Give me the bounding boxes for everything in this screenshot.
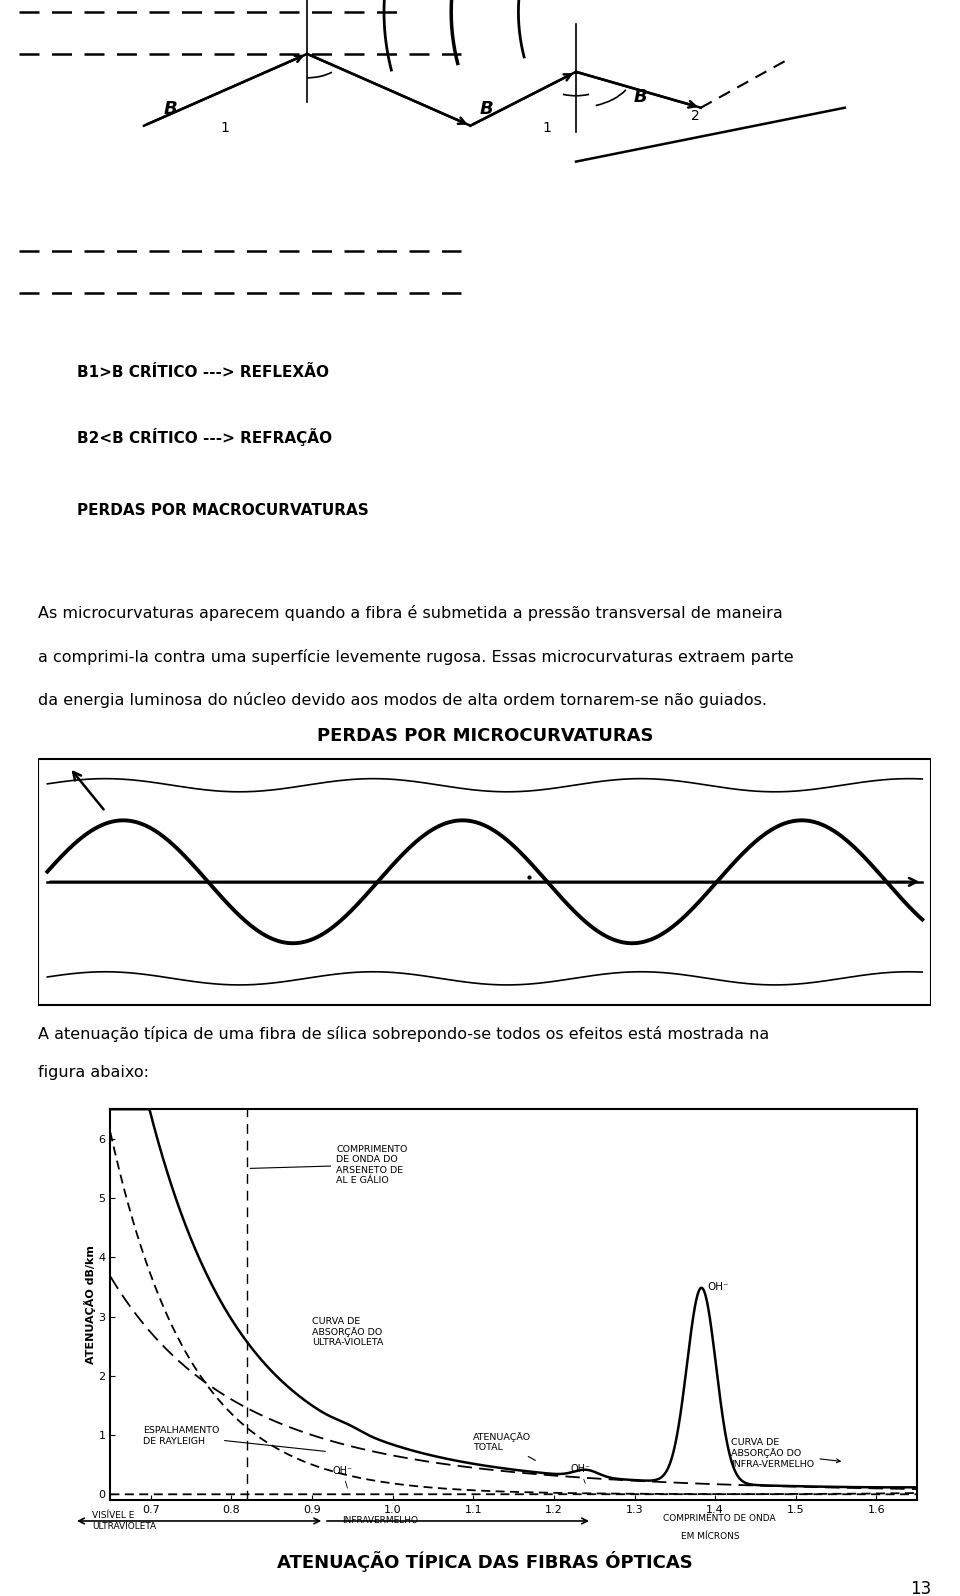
Text: CURVA DE
ABSORÇÃO DO
ULTRA-VIOLETA: CURVA DE ABSORÇÃO DO ULTRA-VIOLETA <box>312 1317 383 1347</box>
Text: PERDAS POR MACROCURVATURAS: PERDAS POR MACROCURVATURAS <box>77 503 369 517</box>
Text: OH⁻: OH⁻ <box>570 1464 590 1483</box>
Y-axis label: ATENUAÇÃO dB/km: ATENUAÇÃO dB/km <box>84 1245 96 1365</box>
Text: da energia luminosa do núcleo devido aos modos de alta ordem tornarem-se não gui: da energia luminosa do núcleo devido aos… <box>38 693 767 709</box>
Text: CURVA DE
ABSORÇÃO DO
INFRA-VERMELHO: CURVA DE ABSORÇÃO DO INFRA-VERMELHO <box>732 1438 840 1468</box>
Text: COMPRIMENTO
DE ONDA DO
ARSENETO DE
AL E GÁLIO: COMPRIMENTO DE ONDA DO ARSENETO DE AL E … <box>251 1144 408 1184</box>
Text: B1>B CRÍTICO ---> REFLEXÃO: B1>B CRÍTICO ---> REFLEXÃO <box>77 365 328 380</box>
Text: B: B <box>634 88 647 105</box>
Text: COMPRIMENTO DE ONDA: COMPRIMENTO DE ONDA <box>663 1515 776 1523</box>
Text: 2: 2 <box>691 109 700 123</box>
Text: 1: 1 <box>221 121 229 134</box>
Text: a comprimi-la contra uma superfície levemente rugosa. Essas microcurvaturas extr: a comprimi-la contra uma superfície leve… <box>38 648 794 664</box>
Text: A atenuação típica de uma fibra de sílica sobrepondo-se todos os efeitos está mo: A atenuação típica de uma fibra de sílic… <box>38 1026 770 1042</box>
Text: OH⁻: OH⁻ <box>708 1282 729 1291</box>
Text: As microcurvaturas aparecem quando a fibra é submetida a pressão transversal de : As microcurvaturas aparecem quando a fib… <box>38 605 783 621</box>
Text: figura abaixo:: figura abaixo: <box>38 1066 150 1080</box>
Text: EM MÍCRONS: EM MÍCRONS <box>682 1532 740 1542</box>
Text: B: B <box>163 99 177 118</box>
Text: INFRAVERMELHO: INFRAVERMELHO <box>342 1516 418 1526</box>
Text: B2<B CRÍTICO ---> REFRAÇÃO: B2<B CRÍTICO ---> REFRAÇÃO <box>77 428 332 445</box>
Text: OH⁻: OH⁻ <box>332 1465 352 1487</box>
Text: 1: 1 <box>542 121 551 134</box>
Text: VISÍVEL E
ULTRAVIOLETA: VISÍVEL E ULTRAVIOLETA <box>92 1511 156 1531</box>
Text: ATENUAÇÃO TÍPICA DAS FIBRAS ÓPTICAS: ATENUAÇÃO TÍPICA DAS FIBRAS ÓPTICAS <box>276 1551 693 1572</box>
Text: 13: 13 <box>910 1580 931 1596</box>
Text: PERDAS POR MICROCURVATURAS: PERDAS POR MICROCURVATURAS <box>317 726 653 745</box>
Text: ESPALHAMENTO
DE RAYLEIGH: ESPALHAMENTO DE RAYLEIGH <box>143 1427 325 1451</box>
Text: ATENUAÇÃO
TOTAL: ATENUAÇÃO TOTAL <box>473 1432 536 1460</box>
Text: B: B <box>480 99 493 118</box>
